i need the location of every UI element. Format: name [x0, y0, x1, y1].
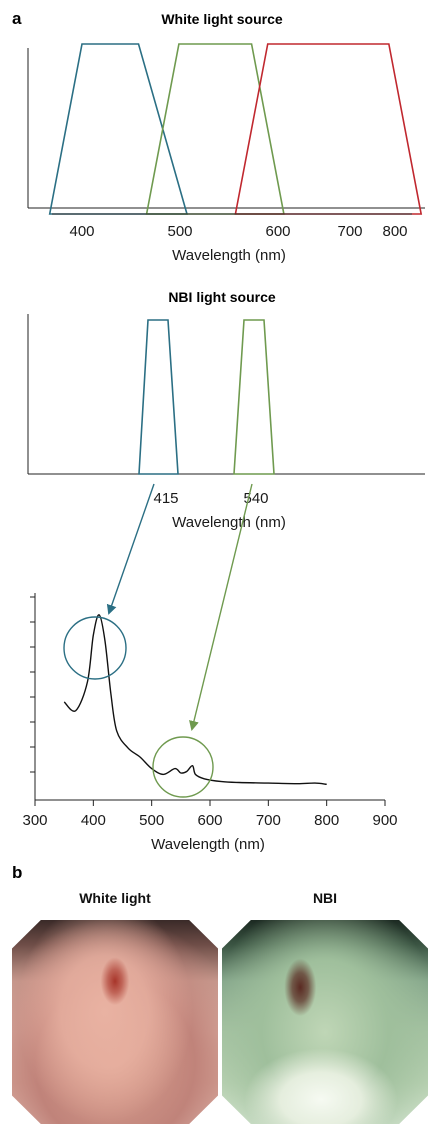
white-tick-600: 600 — [265, 223, 290, 240]
spectrum-tick-label: 800 — [314, 812, 339, 829]
spectrum-x-ticks: 300 400 500 600 700 800 900 — [22, 800, 398, 829]
blue-band-trapezoid — [48, 43, 189, 215]
white-light-photo-title: White light — [79, 890, 151, 906]
spectrum-tick-label: 400 — [81, 812, 106, 829]
blue-arrow — [106, 483, 155, 615]
white-tick-800: 800 — [382, 223, 407, 240]
spectrum-tick-label: 600 — [197, 812, 222, 829]
nbi-endoscopy-image — [222, 920, 428, 1124]
panel-b-letter: b — [12, 863, 22, 882]
spectrum-tick-label: 900 — [372, 812, 397, 829]
nbi-tick-415: 415 — [153, 490, 178, 507]
white-tick-500: 500 — [167, 223, 192, 240]
nbi-x-label: Wavelength (nm) — [172, 514, 286, 531]
white-tick-700: 700 — [337, 223, 362, 240]
nbi-green-band — [233, 319, 275, 475]
nbi-light-title: NBI light source — [168, 289, 276, 305]
soret-peak-circle — [63, 616, 127, 680]
q-band-circle — [152, 736, 214, 798]
white-tick-400: 400 — [69, 223, 94, 240]
spectrum-y-ticks — [30, 596, 35, 773]
spectrum-tick-label: 700 — [256, 812, 281, 829]
absorption-spectrum-chart: 300 400 500 600 700 800 900 Wavelength (nm) — [22, 593, 398, 853]
white-light-chart: White light source 400 500 600 700 800 W… — [27, 11, 425, 264]
panel-a-letter: a — [12, 9, 22, 28]
absorption-curve — [63, 614, 327, 785]
spectrum-tick-label: 500 — [139, 812, 164, 829]
white-x-label: Wavelength (nm) — [172, 247, 286, 264]
white-light-endoscopy-image — [12, 920, 218, 1124]
spectrum-x-label: Wavelength (nm) — [151, 836, 265, 853]
nbi-light-chart: NBI light source 415 540 Wavelength (nm) — [27, 289, 425, 531]
red-band-trapezoid — [234, 43, 423, 215]
nbi-photo-title: NBI — [312, 890, 338, 906]
spectrum-tick-label: 300 — [22, 812, 47, 829]
nbi-blue-band — [138, 319, 179, 475]
green-arrow — [189, 483, 253, 731]
white-light-title: White light source — [161, 11, 283, 27]
